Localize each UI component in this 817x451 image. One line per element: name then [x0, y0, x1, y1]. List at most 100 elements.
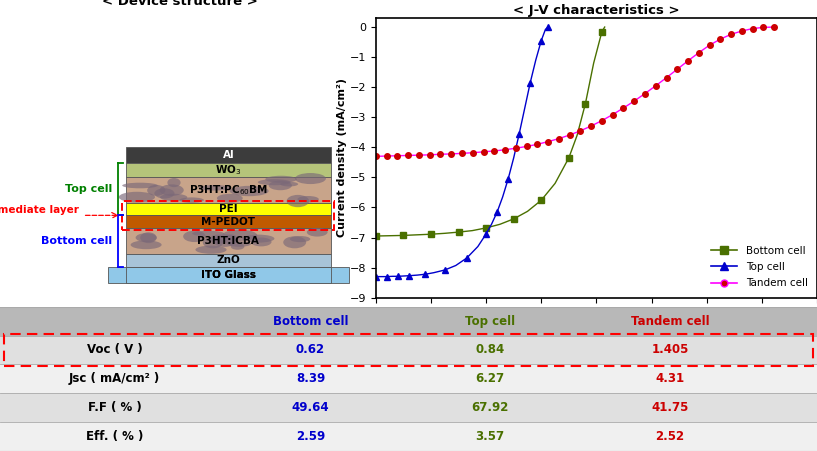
Ellipse shape	[283, 236, 306, 249]
Top cell	[382, 274, 391, 279]
Ellipse shape	[280, 182, 298, 186]
Bottom cell	[509, 216, 519, 221]
Bar	[0, 422, 817, 451]
Bar	[0, 364, 817, 393]
Tandem cell	[748, 26, 757, 31]
Text: Al: Al	[222, 150, 234, 160]
Text: 3.57: 3.57	[475, 430, 505, 443]
Ellipse shape	[199, 185, 230, 191]
Top cell	[481, 231, 491, 237]
Bottom cell	[481, 225, 491, 230]
Ellipse shape	[131, 240, 162, 249]
Tandem cell	[404, 153, 413, 158]
Legend: Bottom cell, Top cell, Tandem cell: Bottom cell, Top cell, Tandem cell	[707, 242, 812, 292]
Text: 67.92: 67.92	[471, 401, 509, 414]
Tandem cell	[770, 24, 779, 30]
Text: P3HT:PC$_{60}$BM: P3HT:PC$_{60}$BM	[189, 183, 268, 197]
Ellipse shape	[141, 232, 157, 243]
Top cell	[393, 274, 403, 279]
Bottom cell	[580, 101, 590, 106]
Ellipse shape	[227, 241, 251, 247]
Bottom cell	[426, 231, 436, 237]
Ellipse shape	[159, 184, 184, 196]
Text: 8.39: 8.39	[296, 373, 325, 385]
Tandem cell	[694, 50, 703, 55]
Bar	[126, 254, 331, 267]
Bar	[126, 147, 331, 163]
Ellipse shape	[290, 236, 310, 242]
Tandem cell	[705, 42, 715, 48]
Tandem cell	[382, 153, 391, 159]
Ellipse shape	[154, 189, 175, 198]
Y-axis label: Current density (mA/cm²): Current density (mA/cm²)	[337, 78, 347, 237]
Tandem cell	[500, 147, 510, 152]
X-axis label: Voltage (V): Voltage (V)	[557, 323, 636, 336]
Ellipse shape	[297, 196, 319, 202]
Tandem cell	[457, 151, 467, 156]
Text: ZnO: ZnO	[217, 255, 240, 265]
Tandem cell	[511, 146, 520, 151]
Text: Top cell: Top cell	[465, 315, 516, 327]
Tandem cell	[425, 152, 435, 157]
Tandem cell	[479, 149, 489, 155]
Top cell	[543, 24, 553, 30]
Tandem cell	[414, 152, 424, 158]
Text: 2.59: 2.59	[296, 430, 325, 443]
Ellipse shape	[230, 244, 244, 250]
Text: WO$_3$: WO$_3$	[215, 163, 242, 177]
Bar	[0, 307, 817, 336]
Tandem cell	[726, 32, 736, 37]
Text: 41.75: 41.75	[651, 401, 689, 414]
Text: 0.62: 0.62	[296, 344, 325, 356]
Tandem cell	[587, 123, 596, 129]
Line: Top cell: Top cell	[373, 23, 551, 280]
Ellipse shape	[209, 235, 226, 244]
Ellipse shape	[160, 194, 187, 201]
Text: P3HT:ICBA: P3HT:ICBA	[198, 236, 259, 246]
Tandem cell	[489, 148, 499, 154]
Ellipse shape	[167, 178, 181, 187]
Ellipse shape	[203, 236, 223, 249]
Ellipse shape	[183, 231, 206, 242]
Text: M-PEDOT: M-PEDOT	[201, 216, 255, 227]
Top cell	[492, 209, 502, 215]
Title: < J-V characteristics >: < J-V characteristics >	[513, 4, 680, 17]
Text: Bottom cell: Bottom cell	[42, 236, 113, 246]
Bottom cell	[536, 198, 546, 203]
Text: ITO Glass: ITO Glass	[201, 270, 256, 280]
Text: Bottom cell: Bottom cell	[273, 315, 348, 327]
Text: 4.31: 4.31	[655, 373, 685, 385]
Tandem cell	[629, 98, 639, 104]
Ellipse shape	[251, 238, 271, 246]
Bar	[126, 202, 331, 215]
Bar	[126, 267, 331, 283]
Text: 6.27: 6.27	[475, 373, 505, 385]
Tandem cell	[565, 132, 574, 138]
Top cell	[514, 131, 524, 137]
Ellipse shape	[243, 235, 275, 243]
Top cell	[536, 38, 546, 43]
Top cell	[421, 272, 431, 277]
Top cell	[503, 176, 513, 182]
Ellipse shape	[217, 194, 243, 202]
Text: 0.84: 0.84	[475, 344, 505, 356]
Tandem cell	[435, 152, 445, 157]
Bottom cell	[371, 233, 381, 239]
Bar	[126, 228, 331, 254]
Ellipse shape	[266, 176, 297, 183]
Ellipse shape	[147, 185, 165, 196]
Bar	[0, 336, 817, 364]
Bar	[126, 177, 331, 202]
Text: PEI: PEI	[219, 204, 238, 214]
Title: < Device structure >: < Device structure >	[102, 0, 257, 8]
Tandem cell	[543, 139, 553, 144]
Bottom cell	[597, 29, 607, 34]
Tandem cell	[392, 153, 402, 158]
Tandem cell	[672, 66, 682, 72]
Ellipse shape	[180, 198, 204, 203]
Tandem cell	[662, 75, 672, 80]
Tandem cell	[683, 58, 693, 64]
Tandem cell	[608, 112, 618, 117]
Top cell	[462, 255, 471, 261]
Text: 49.64: 49.64	[292, 401, 329, 414]
